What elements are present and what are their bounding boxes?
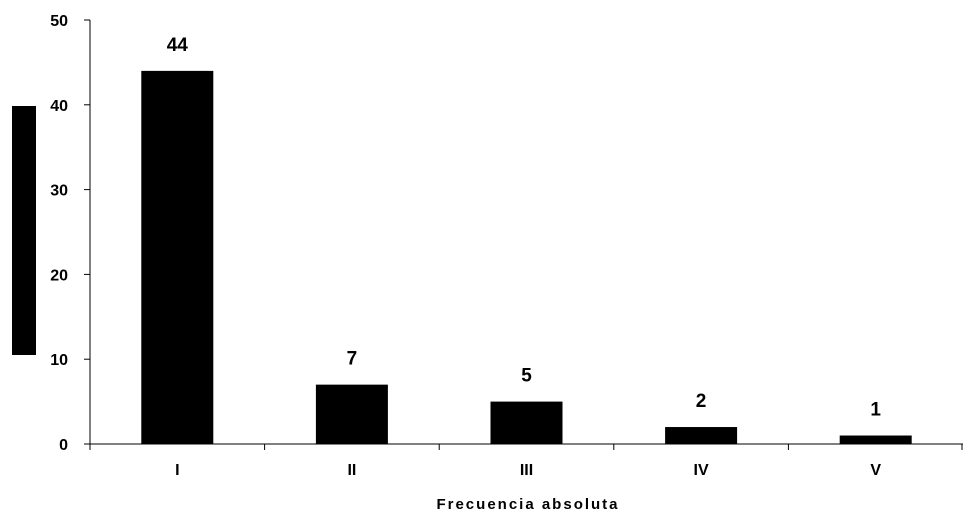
bar	[839, 435, 912, 444]
y-axis: 0 10 20 30 40 50	[50, 13, 91, 454]
x-tick-label: II	[347, 462, 356, 479]
y-tick-label: 30	[50, 183, 68, 200]
data-label: 44	[167, 35, 189, 56]
x-axis-title: Frecuencia absoluta	[436, 496, 619, 513]
y-tick-label: 20	[50, 267, 68, 284]
bar	[490, 401, 563, 444]
y-tick-label: 10	[50, 352, 68, 369]
bar	[141, 70, 214, 444]
data-label: 1	[870, 400, 881, 421]
x-tick-label: I	[175, 462, 179, 479]
data-label: 5	[521, 366, 532, 387]
bar	[665, 427, 738, 444]
y-tick-label: 50	[50, 13, 68, 30]
x-axis: I II III IV V	[89, 443, 963, 479]
y-tick-label: 0	[59, 437, 68, 454]
x-tick-label: V	[870, 462, 881, 479]
legend-key	[12, 106, 36, 355]
y-tick-label: 40	[50, 98, 68, 115]
x-tick-label: III	[520, 462, 533, 479]
bars	[141, 70, 912, 444]
bar	[315, 384, 388, 444]
data-labels: 44 7 5 2 1	[167, 35, 882, 421]
x-tick-label: IV	[694, 462, 709, 479]
data-label: 2	[696, 391, 707, 412]
data-label: 7	[347, 349, 358, 370]
